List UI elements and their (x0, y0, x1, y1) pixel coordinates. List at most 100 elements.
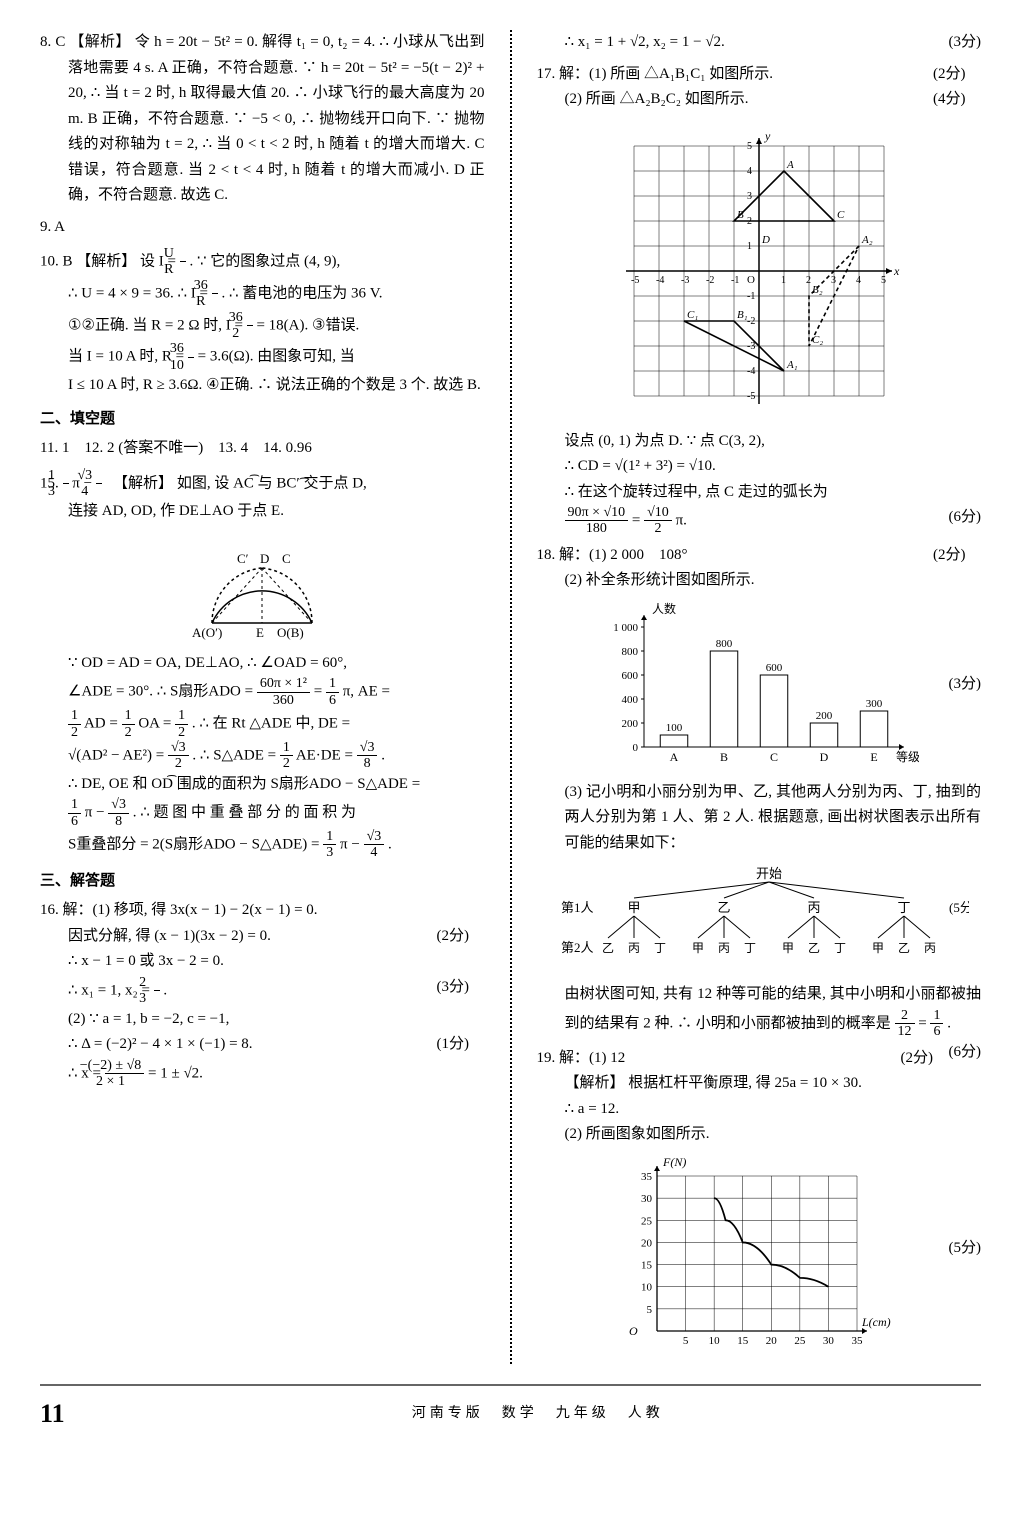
svg-text:C′: C′ (237, 551, 249, 566)
svg-text:y: y (764, 129, 771, 143)
svg-text:乙: 乙 (898, 941, 910, 955)
svg-text:丙: 丙 (924, 941, 936, 955)
column-divider (510, 30, 512, 1364)
q15: 15. 13 π − √34 【解析】 如图, 设 AC͡ 与 BC′͡ 交于点… (40, 468, 485, 525)
svg-text:丁: 丁 (654, 941, 666, 955)
svg-text:甲: 甲 (692, 941, 704, 955)
score: (2分) (961, 543, 981, 569)
frac: √38 (357, 740, 378, 772)
svg-text:乙: 乙 (808, 941, 820, 955)
q10-l5: I ≤ 10 A 时, R ≥ 3.6Ω. ④正确. ∴ 说法正确的个数是 3 … (68, 377, 481, 393)
q10-l2a: ∴ U = 4 × 9 = 36. ∴ I = (68, 285, 212, 301)
svg-text:第1人: 第1人 (561, 900, 594, 915)
q9: 9. A (40, 215, 485, 241)
svg-text:0: 0 (632, 742, 638, 754)
svg-text:C₂: C₂ (812, 334, 823, 346)
section-2-head: 二、填空题 (40, 407, 485, 433)
svg-text:1: 1 (747, 241, 752, 252)
txt: 19. 解：(1) 12 (537, 1050, 626, 1066)
q16-cont: (3分) ∴ x₁ = 1 + √2, x₂ = 1 − √2. (537, 30, 982, 56)
svg-text:乙: 乙 (717, 900, 730, 915)
txt: 16. 解：(1) 移项, 得 3x(x − 1) − 2(x − 1) = 0… (40, 902, 318, 918)
frac: √38 (108, 797, 129, 829)
svg-text:开始: 开始 (756, 866, 782, 881)
svg-text:x: x (893, 264, 900, 278)
svg-text:C: C (837, 209, 845, 221)
svg-text:人数: 人数 (652, 602, 676, 616)
txt: ∴ 在这个旋转过程中, 点 C 走过的弧长为 (565, 484, 828, 500)
svg-text:(5分): (5分) (949, 900, 969, 915)
q8-body: 令 h = 20t − 5t² = 0. 解得 t₁ = 0, t₂ = 4. … (68, 34, 485, 203)
svg-text:O: O (747, 274, 755, 286)
score: (5分) (949, 1236, 982, 1262)
page-number: 11 (40, 1392, 65, 1436)
svg-text:1 000: 1 000 (613, 622, 638, 634)
svg-text:乙: 乙 (602, 941, 614, 955)
page-columns: 8. C 【解析】 令 h = 20t − 5t² = 0. 解得 t₁ = 0… (40, 30, 981, 1364)
svg-text:5: 5 (646, 1303, 652, 1315)
score: (1分) (465, 1032, 485, 1058)
q18-tree-diagram: 开始甲乙丙丁乙甲丙丁丙甲乙丁丁甲乙丙第1人第2人(5分) (549, 864, 969, 974)
txt: S重叠部分 = 2(S扇形ADO − S△ADE) = (68, 836, 323, 852)
svg-text:20: 20 (766, 1335, 778, 1347)
txt: (2) 补全条形统计图如图所示. (565, 572, 755, 588)
svg-text:E: E (870, 750, 877, 764)
analysis-label: 【解析】 (106, 475, 174, 491)
score: (3分) (949, 672, 982, 698)
txt: AE·DE = (296, 747, 357, 763)
svg-text:200: 200 (816, 710, 833, 722)
frac: 12 (175, 708, 188, 740)
frac: √34 (364, 829, 385, 861)
svg-text:10: 10 (641, 1281, 653, 1293)
svg-text:15: 15 (737, 1335, 749, 1347)
txt: OA = (138, 716, 175, 732)
txt: π. (676, 512, 687, 528)
txt: π − (85, 805, 109, 821)
svg-text:-3: -3 (681, 275, 689, 286)
frac: 90π × √10180 (565, 505, 629, 537)
svg-text:4: 4 (856, 275, 861, 286)
svg-text:A₁: A₁ (786, 359, 798, 371)
svg-text:35: 35 (641, 1171, 653, 1183)
score: (3分) (949, 30, 982, 56)
txt: ∠ADE = 30°. ∴ S扇形ADO = (68, 684, 257, 700)
txt: . ∴ 题 图 中 重 叠 部 分 的 面 积 为 (133, 805, 356, 821)
frac: 23 (154, 975, 160, 1007)
svg-text:100: 100 (666, 722, 683, 734)
txt: . (381, 747, 385, 763)
svg-text:丁: 丁 (897, 900, 910, 915)
q18-conclusion: 由树状图可知, 共有 12 种等可能的结果, 其中小明和小丽都被抽到的结果有 2… (537, 982, 982, 1039)
q11-14: 11. 1 12. 2 (答案不唯一) 13. 4 14. 0.96 (40, 436, 485, 462)
txt: ∴ DE, OE 和 OD͡ 围成的面积为 S扇形ADO − S△ADE = (68, 776, 420, 792)
svg-text:F(N): F(N) (662, 1156, 686, 1169)
svg-text:800: 800 (621, 646, 638, 658)
q18: (2分) 18. 解：(1) 2 000 108° (2) 补全条形统计图如图所… (537, 543, 982, 594)
q19: (2分) 19. 解：(1) 12 【解析】 根据杠杆平衡原理, 得 25a =… (537, 1046, 982, 1148)
q17: (2分) 17. 解：(1) 所画 △A₁B₁C₁ 如图所示. (4分) (2)… (537, 62, 982, 113)
svg-text:300: 300 (866, 698, 883, 710)
txt: . ∴ S△ADE = (192, 747, 279, 763)
analysis-label: 【解析】 (69, 34, 130, 50)
svg-text:丁: 丁 (834, 941, 846, 955)
svg-text:D: D (260, 551, 269, 566)
score: (2分) (961, 62, 981, 88)
svg-text:甲: 甲 (872, 941, 884, 955)
frac: 13 (323, 829, 336, 861)
svg-text:10: 10 (708, 1335, 720, 1347)
svg-text:30: 30 (641, 1193, 653, 1205)
txt: ∴ Δ = (−2)² − 4 × 1 × (−1) = 8. (68, 1036, 253, 1052)
q10-l3a: ①②正确. 当 R = 2 Ω 时, I = (68, 317, 247, 333)
txt: . ∴ 在 Rt △ADE 中, DE = (192, 716, 350, 732)
score: (4分) (961, 87, 981, 113)
svg-text:600: 600 (766, 662, 783, 674)
analysis-label: 【解析】 (76, 253, 136, 269)
svg-text:-2: -2 (747, 316, 755, 327)
svg-text:-1: -1 (747, 291, 755, 302)
svg-text:15: 15 (641, 1259, 653, 1271)
section-3-head: 三、解答题 (40, 869, 485, 895)
txt: = (632, 512, 644, 528)
svg-text:200: 200 (621, 718, 638, 730)
svg-text:D: D (761, 234, 770, 246)
svg-text:-4: -4 (656, 275, 664, 286)
frac: 12 (68, 708, 81, 740)
